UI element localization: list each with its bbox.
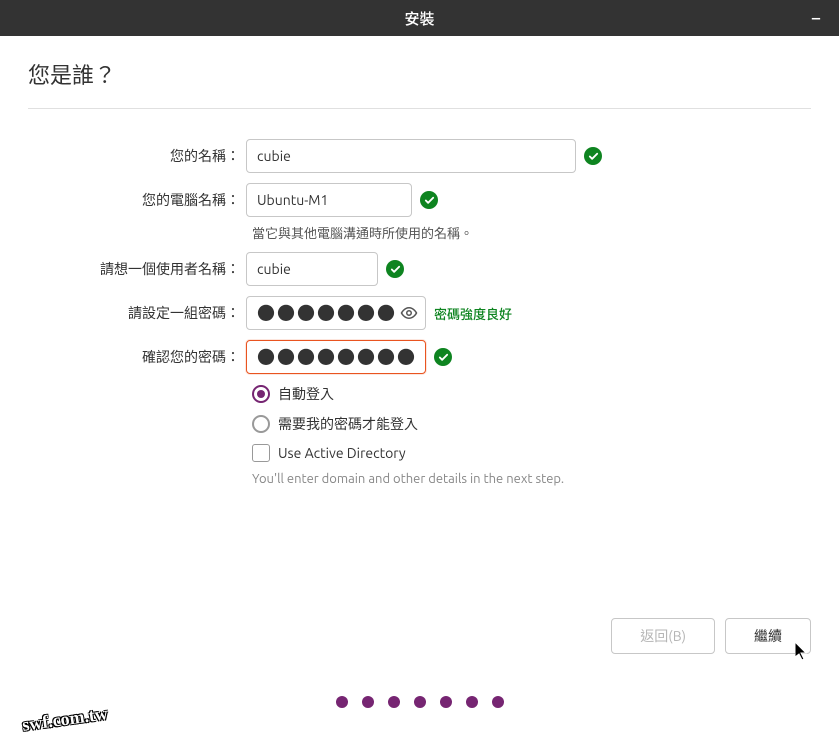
dot [466, 696, 478, 708]
radio-icon [252, 415, 270, 433]
back-button[interactable]: 返回(B) [611, 618, 715, 654]
password-strength: 密碼強度良好 [434, 304, 512, 323]
checkbox-icon [252, 444, 270, 462]
confirm-input[interactable] [246, 340, 426, 374]
password-row: 請設定一組密碼： 密碼強度良好 [28, 296, 811, 330]
installer-window: 您是誰？ 您的名稱： 您的電腦名稱： [0, 36, 839, 742]
username-row: 請想一個使用者名稱： [28, 252, 811, 286]
dot [388, 696, 400, 708]
name-label: 您的名稱： [28, 146, 246, 166]
username-input[interactable] [246, 252, 378, 286]
footer-buttons: 返回(B) 繼續 [611, 618, 811, 654]
user-form: 您的名稱： 您的電腦名稱： 當它與其他電腦溝通時所使用的名稱。 [28, 139, 811, 486]
dot [362, 696, 374, 708]
name-input[interactable] [246, 139, 576, 173]
option-label: 自動登入 [278, 384, 334, 404]
computer-helper: 當它與其他電腦溝通時所使用的名稱。 [252, 223, 811, 242]
titlebar: 安裝 − [0, 0, 839, 36]
option-label: Use Active Directory [278, 445, 406, 461]
window-title: 安裝 [404, 8, 434, 29]
page-title: 您是誰？ [28, 58, 811, 109]
computer-label: 您的電腦名稱： [28, 190, 246, 210]
radio-icon [252, 385, 270, 403]
continue-button[interactable]: 繼續 [725, 618, 811, 654]
dot [440, 696, 452, 708]
progress-dots [336, 696, 504, 708]
check-icon [434, 348, 452, 366]
password-input[interactable] [246, 296, 426, 330]
dot [336, 696, 348, 708]
name-row: 您的名稱： [28, 139, 811, 173]
check-icon [386, 260, 404, 278]
computer-input[interactable] [246, 183, 412, 217]
username-label: 請想一個使用者名稱： [28, 259, 246, 279]
confirm-label: 確認您的密碼： [28, 347, 246, 367]
login-options: 自動登入 需要我的密碼才能登入 Use Active Directory [252, 384, 811, 462]
minimize-icon[interactable]: − [811, 9, 821, 27]
check-icon [420, 191, 438, 209]
check-icon [584, 147, 602, 165]
option-active-directory[interactable]: Use Active Directory [252, 444, 811, 462]
confirm-row: 確認您的密碼： [28, 340, 811, 374]
password-label: 請設定一組密碼： [28, 303, 246, 323]
option-auto-login[interactable]: 自動登入 [252, 384, 811, 404]
dot [492, 696, 504, 708]
dot [414, 696, 426, 708]
eye-icon[interactable] [400, 304, 418, 322]
computer-row: 您的電腦名稱： [28, 183, 811, 217]
option-require-password[interactable]: 需要我的密碼才能登入 [252, 414, 811, 434]
ad-helper: You'll enter domain and other details in… [252, 472, 811, 486]
option-label: 需要我的密碼才能登入 [278, 414, 418, 434]
